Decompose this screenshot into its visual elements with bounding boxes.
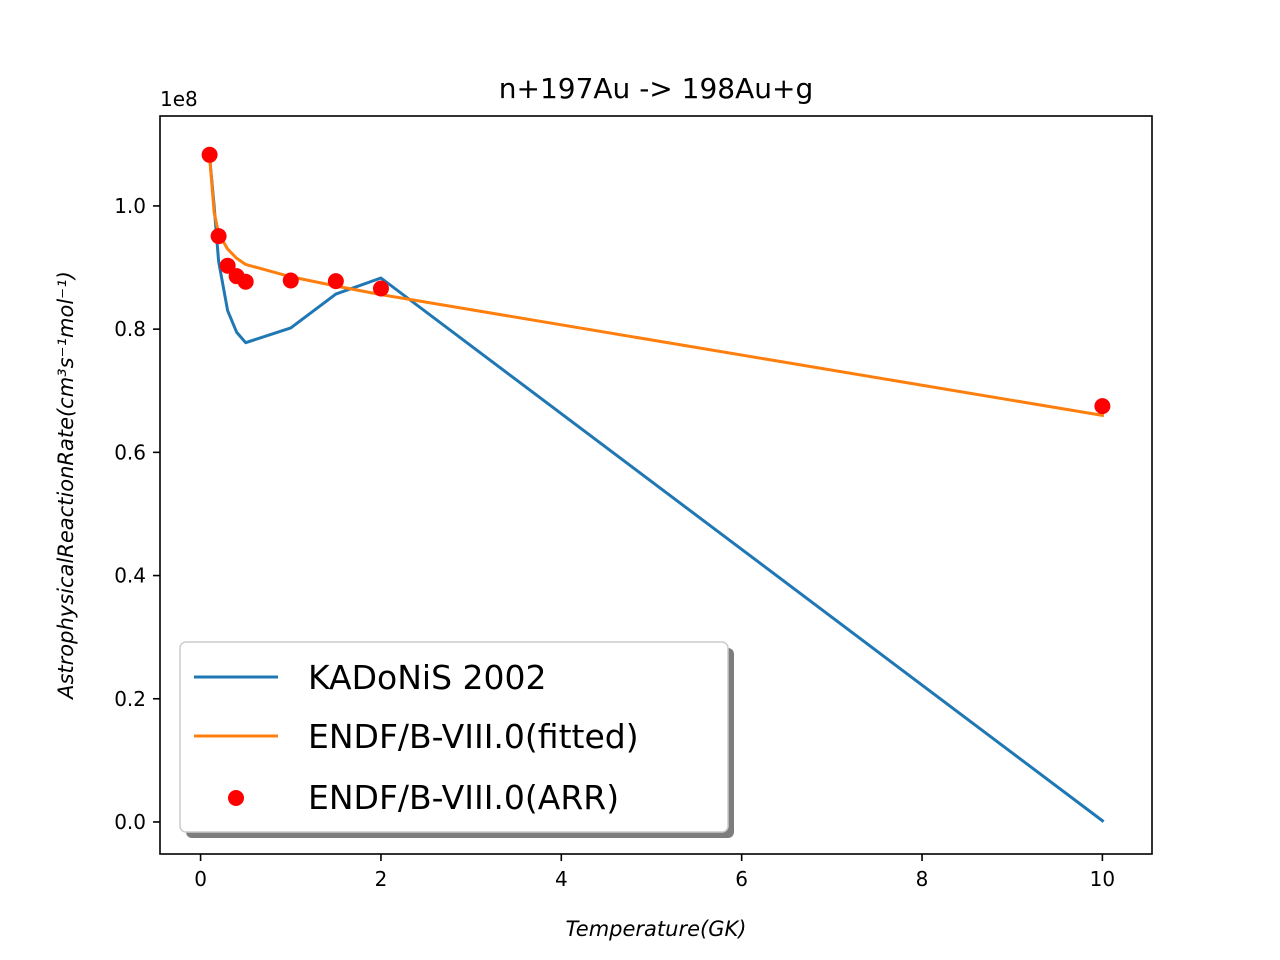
y-tick-label: 1.0 bbox=[114, 194, 146, 218]
data-point bbox=[210, 228, 227, 245]
chart-title: n+197Au -> 198Au+g bbox=[499, 72, 814, 105]
y-tick-label: 0.8 bbox=[114, 317, 146, 341]
x-axis-label: Temperature(GK) bbox=[566, 917, 747, 941]
y-axis: 0.0 0.2 0.4 0.6 0.8 1.0 bbox=[114, 194, 160, 834]
x-tick-label: 8 bbox=[916, 867, 929, 891]
series-line-1 bbox=[207, 155, 1105, 418]
legend-label-kadonis: KADoNiS 2002 bbox=[308, 658, 547, 697]
legend-box bbox=[179, 641, 729, 833]
x-tick-label: 2 bbox=[375, 867, 388, 891]
y-tick-label: 0.6 bbox=[114, 440, 146, 464]
data-point bbox=[282, 272, 299, 289]
legend-label-endf-arr: ENDF/B-VIII.0(ARR) bbox=[308, 778, 619, 817]
legend-swatch-endf-arr bbox=[228, 790, 244, 806]
data-point bbox=[1094, 398, 1111, 415]
y-axis-label: AstrophysicalReactionRate(cm³s⁻¹mol⁻¹) bbox=[54, 271, 78, 701]
x-tick-label: 6 bbox=[735, 867, 748, 891]
data-point bbox=[201, 146, 218, 163]
x-tick-label: 4 bbox=[555, 867, 568, 891]
x-axis: 0 2 4 6 8 10 bbox=[194, 854, 1115, 891]
y-tick-label: 0.2 bbox=[114, 687, 146, 711]
x-tick-label: 10 bbox=[1090, 867, 1115, 891]
data-point bbox=[237, 273, 254, 290]
axes-frame bbox=[159, 115, 1153, 855]
legend: KADoNiS 2002 ENDF/B-VIII.0(fitted) ENDF/… bbox=[179, 641, 734, 838]
data-point bbox=[327, 273, 344, 290]
data-point bbox=[219, 257, 236, 274]
data-point bbox=[372, 280, 389, 297]
y-tick-label: 0.4 bbox=[114, 564, 146, 588]
x-tick-label: 0 bbox=[194, 867, 207, 891]
legend-label-endf-fitted: ENDF/B-VIII.0(fitted) bbox=[308, 717, 639, 756]
y-offset-text: 1e8 bbox=[160, 87, 198, 111]
series-layer bbox=[201, 146, 1111, 823]
y-tick-label: 0.0 bbox=[114, 810, 146, 834]
